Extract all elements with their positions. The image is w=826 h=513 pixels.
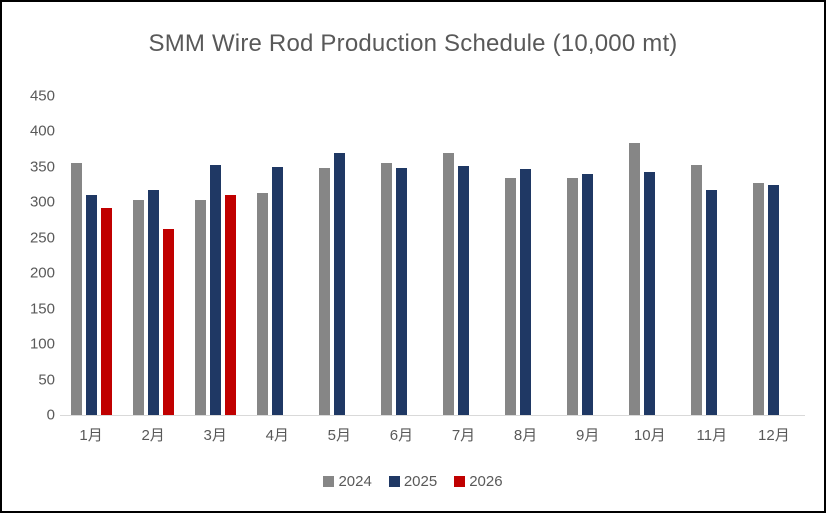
bar-2026 [100,208,112,415]
y-axis-tick-label: 350 [29,158,55,176]
bar-group [495,96,557,415]
legend-swatch-2024 [323,476,335,487]
x-axis-label: 3月 [203,427,227,444]
legend-swatch-2025 [388,476,400,487]
bar-2025 [644,171,656,415]
bar-group [246,96,308,415]
bar-2024 [318,168,330,415]
chart-title: SMM Wire Rod Production Schedule (10,000… [148,30,678,57]
y-axis-tick-label: 100 [29,335,55,353]
plot-area [60,96,805,415]
bar-group [681,96,743,415]
y-axis-tick-label: 300 [29,193,55,211]
bar-2024 [567,177,579,415]
x-axis-label: 10月 [633,427,666,444]
legend-label-2026: 2026 [469,473,503,490]
bar-group [743,96,805,415]
bar-group [184,96,246,415]
legend-swatch-2026 [454,476,466,487]
bar-2024 [691,165,703,415]
bar-2025 [395,167,407,415]
bar-group [370,96,432,415]
bar-2024 [132,200,144,415]
y-axis-tick-label: 250 [29,229,55,247]
bar-2024 [256,193,268,415]
bar-2024 [505,178,517,415]
bar-group [432,96,494,415]
bar-group [60,96,122,415]
legend-label-2024: 2024 [338,473,372,490]
bar-2025 [520,169,532,415]
bar-group [619,96,681,415]
bar-2025 [147,189,159,415]
bar-group [557,96,619,415]
bar-2025 [209,165,221,415]
x-axis-label: 2月 [141,427,165,444]
legend-label-2025: 2025 [403,473,438,490]
x-axis: 1月 2月 3月 4月 5月 6月 7月 8月 9月 10月 11月 12月 [60,424,805,445]
y-axis-tick-label: 150 [29,300,55,318]
x-axis-line [60,415,805,416]
bar-2024 [70,163,82,415]
bar-2025 [706,190,718,415]
bar-2024 [753,182,765,415]
x-axis-label: 8月 [513,427,538,444]
bar-2025 [458,166,469,415]
y-axis-tick-label: 200 [29,264,55,282]
x-axis-label: 12月 [758,427,790,444]
x-axis-label: 4月 [265,427,289,444]
bar-group [122,96,184,415]
bar-2024 [194,200,206,415]
x-axis-label: 11月 [696,427,728,444]
bar-2026 [224,194,236,415]
y-axis-tick-label: 400 [29,122,55,140]
bar-2024 [380,162,392,415]
x-axis-label: 1月 [79,427,103,444]
bar-group [308,96,370,415]
legend-item-2024: 2024 [323,473,372,490]
bar-2025 [582,173,594,415]
bar-2025 [768,184,780,415]
bar-2024 [629,142,641,415]
bar-2026 [162,228,174,415]
y-axis-tick-label: 450 [29,87,55,105]
y-axis-tick-label: 50 [38,371,55,389]
x-axis-label: 5月 [327,427,352,444]
x-axis-label: 7月 [451,427,476,444]
bar-2025 [271,166,283,415]
bar-2025 [333,153,345,415]
y-axis-tick-label: 0 [46,406,55,424]
x-axis-label: 9月 [575,427,600,444]
legend-item-2026: 2026 [454,473,503,490]
bar-2025 [85,195,97,415]
legend: 2024 2025 2026 [2,473,824,490]
bar-2024 [443,152,454,415]
legend-item-2025: 2025 [388,473,438,490]
x-axis-label: 6月 [389,427,414,444]
